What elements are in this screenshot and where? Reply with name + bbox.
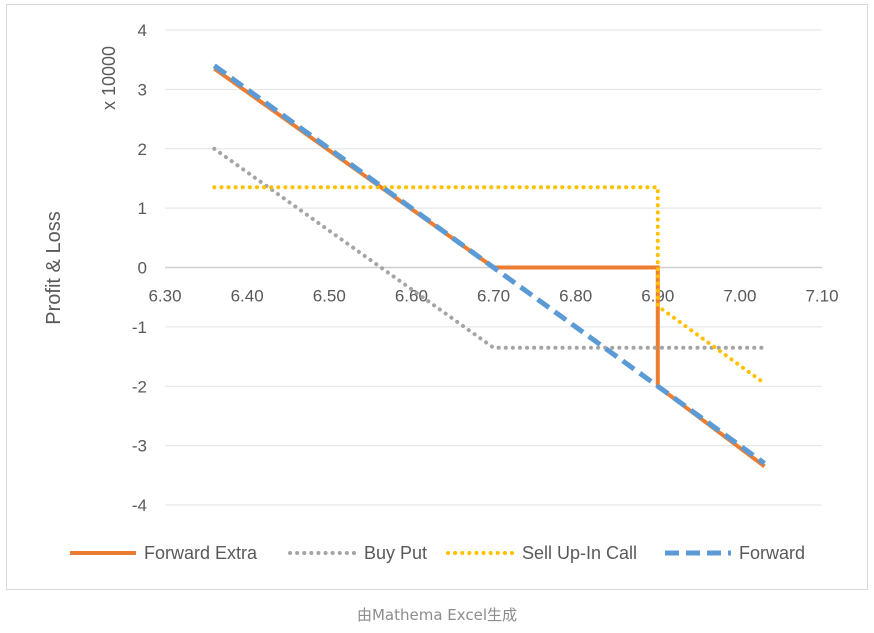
y-tick-label: 4 [138, 21, 147, 40]
legend-label: Sell Up-In Call [522, 543, 637, 563]
y-tick-label: 0 [138, 259, 147, 278]
y-tick-label: 1 [138, 199, 147, 218]
x-tick-label: 6.30 [148, 287, 181, 306]
series-lines [212, 63, 767, 468]
y-tick-labels: 4 3 2 1 0 -1 -2 -3 -4 [132, 21, 147, 515]
y-tick-label: 2 [138, 140, 147, 159]
y-tick-label: -2 [132, 377, 147, 396]
x-tick-labels: 6.30 6.40 6.50 6.60 6.70 6.80 6.90 7.00 7.10 [148, 287, 838, 306]
x-tick-label: 7.10 [805, 287, 838, 306]
y-tick-label: -3 [132, 437, 147, 456]
x-tick-label: 6.40 [231, 287, 264, 306]
series-line-sell-up-in-call [212, 185, 767, 386]
series-line-buy-put [212, 146, 767, 350]
chart-frame [6, 4, 868, 590]
y-tick-label: -4 [132, 496, 147, 515]
x-tick-label: 6.60 [395, 287, 428, 306]
gridlines [165, 29, 822, 506]
legend-label: Buy Put [364, 543, 427, 563]
x-tick-label: 6.80 [559, 287, 592, 306]
y-tick-label: 3 [138, 80, 147, 99]
y-tick-label: -1 [132, 318, 147, 337]
legend: Forward Extra Buy Put Sell Up-In Call Forwa… [70, 543, 805, 563]
legend-label: Forward Extra [144, 543, 258, 563]
y-axis-label: Profit & Loss [43, 211, 65, 324]
x-tick-label: 7.00 [723, 287, 756, 306]
legend-label: Forward [739, 543, 805, 563]
x-tick-label: 6.70 [477, 287, 510, 306]
y-multiplier-label: x 10000 [99, 46, 119, 110]
x-tick-label: 6.50 [313, 287, 346, 306]
series-line-forward [212, 63, 766, 466]
source-caption: 由Mathema Excel生成 [356, 606, 518, 624]
